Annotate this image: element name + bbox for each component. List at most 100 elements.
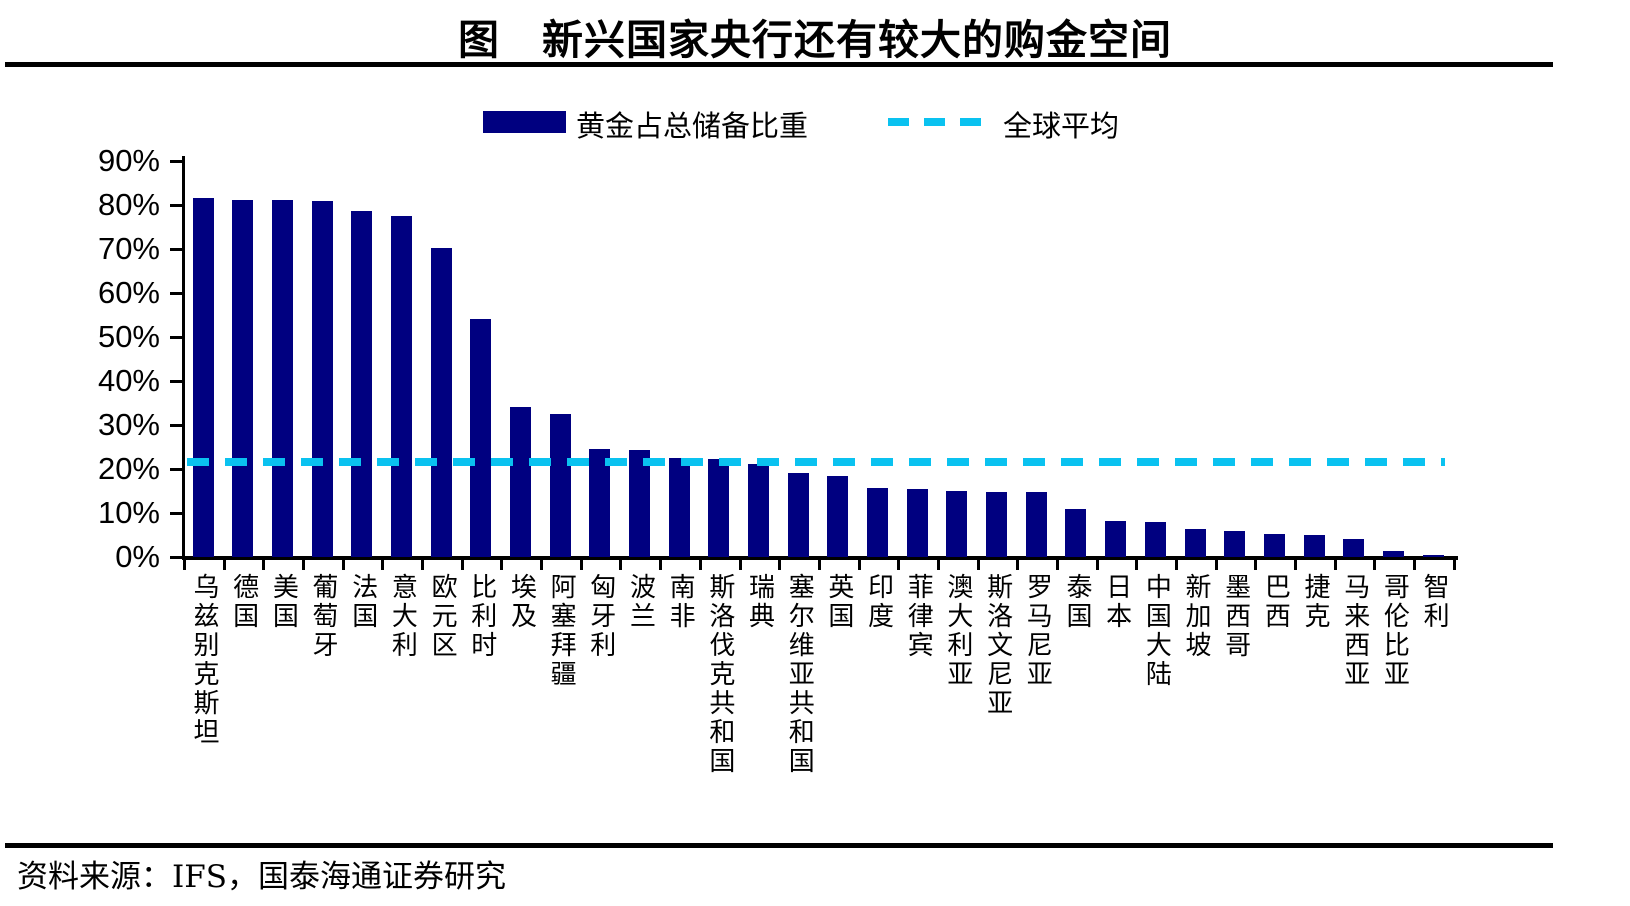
bar-欧元区 — [430, 248, 452, 557]
x-axis-label-斯洛文尼亚: 斯洛文尼亚 — [982, 573, 1013, 718]
x-tick-mark — [421, 559, 425, 570]
x-tick-mark — [302, 559, 306, 570]
bar-罗马尼亚 — [1025, 492, 1047, 557]
bar-意大利 — [390, 215, 412, 557]
bar-阿塞拜疆 — [549, 413, 571, 557]
bar-捷克 — [1303, 534, 1325, 557]
x-tick-mark — [1135, 559, 1139, 570]
y-tick-mark — [170, 556, 184, 559]
x-axis-label-中国大陆: 中国大陆 — [1141, 573, 1172, 689]
x-axis-label-塞尔维亚共和国: 塞尔维亚共和国 — [784, 573, 815, 776]
bar-波兰 — [628, 449, 650, 557]
x-axis-label-匈牙利: 匈牙利 — [585, 573, 616, 660]
x-axis-label-南非: 南非 — [665, 573, 696, 631]
y-tick-label: 30% — [97, 407, 160, 442]
bar-菲律宾 — [906, 489, 928, 557]
bar-英国 — [827, 475, 849, 557]
x-tick-mark — [500, 559, 504, 570]
y-tick-label: 60% — [97, 275, 160, 310]
x-tick-mark — [1214, 559, 1218, 570]
x-tick-mark — [1016, 559, 1020, 570]
x-tick-mark — [1333, 559, 1337, 570]
legend-bar-swatch — [483, 111, 566, 133]
y-tick-label: 70% — [97, 231, 160, 266]
y-tick-mark — [170, 204, 184, 207]
x-axis-label-墨西哥: 墨西哥 — [1220, 573, 1251, 660]
x-tick-mark — [1413, 559, 1417, 570]
bar-塞尔维亚共和国 — [787, 472, 809, 557]
x-axis-label-欧元区: 欧元区 — [427, 573, 458, 660]
x-axis-label-波兰: 波兰 — [625, 573, 656, 631]
x-axis-label-马来西亚: 马来西亚 — [1339, 573, 1370, 689]
bar-乌兹别克斯坦 — [192, 198, 214, 557]
y-tick-label: 10% — [97, 495, 160, 530]
x-tick-mark — [1175, 559, 1178, 570]
x-axis-label-智利: 智利 — [1419, 573, 1450, 631]
y-tick-mark — [170, 424, 184, 427]
y-tick-label: 0% — [115, 539, 160, 574]
x-tick-mark — [540, 559, 544, 570]
bar-匈牙利 — [589, 449, 611, 557]
bar-澳大利亚 — [946, 491, 968, 557]
x-axis-label-澳大利亚: 澳大利亚 — [942, 573, 973, 689]
x-tick-mark — [1452, 559, 1456, 570]
y-tick-mark — [170, 512, 184, 515]
x-tick-mark — [817, 559, 821, 570]
x-axis-label-德国: 德国 — [228, 573, 259, 631]
title-divider — [5, 62, 1553, 67]
bar-南非 — [668, 458, 690, 557]
bar-法国 — [351, 211, 373, 557]
x-axis-label-埃及: 埃及 — [506, 573, 537, 631]
legend-line-label: 全球平均 — [1003, 109, 1120, 143]
y-tick-label: 50% — [97, 319, 160, 354]
source-note: 资料来源：IFS，国泰海通证券研究 — [17, 859, 506, 895]
bar-埃及 — [509, 407, 531, 557]
bar-马来西亚 — [1343, 538, 1365, 557]
x-axis-label-罗马尼亚: 罗马尼亚 — [1022, 573, 1053, 689]
bar-巴西 — [1263, 533, 1285, 557]
x-tick-mark — [262, 559, 266, 570]
x-axis-label-瑞典: 瑞典 — [744, 573, 775, 631]
legend-dashed-line-swatch — [888, 118, 982, 126]
chart-title: 图 新兴国家央行还有较大的购金空间 — [458, 16, 1172, 64]
x-axis-label-葡萄牙: 葡萄牙 — [308, 573, 339, 660]
x-axis-label-日本: 日本 — [1101, 573, 1132, 631]
y-tick-label: 80% — [97, 187, 160, 222]
y-tick-mark — [170, 292, 184, 295]
y-tick-mark — [170, 380, 184, 383]
bar-泰国 — [1065, 509, 1087, 557]
bar-美国 — [271, 200, 293, 557]
y-tick-mark — [170, 248, 184, 251]
x-tick-mark — [698, 559, 702, 570]
x-axis-label-比利时: 比利时 — [466, 573, 497, 660]
x-axis-label-印度: 印度 — [863, 573, 894, 631]
y-tick-label: 40% — [97, 363, 160, 398]
y-axis — [182, 156, 185, 560]
x-axis-label-捷克: 捷克 — [1300, 573, 1331, 631]
legend-bar-label: 黄金占总储备比重 — [576, 109, 809, 143]
x-tick-mark — [857, 559, 861, 570]
x-tick-mark — [381, 559, 385, 570]
x-axis-label-法国: 法国 — [347, 573, 378, 631]
x-tick-mark — [222, 559, 226, 570]
x-axis-label-意大利: 意大利 — [387, 573, 418, 660]
bar-哥伦比亚 — [1382, 551, 1404, 557]
bar-智利 — [1422, 554, 1444, 557]
x-axis — [182, 556, 1458, 560]
x-axis-label-新加坡: 新加坡 — [1181, 573, 1211, 660]
bar-瑞典 — [748, 463, 770, 557]
bar-中国大陆 — [1144, 521, 1166, 557]
x-tick-mark — [1373, 559, 1377, 570]
x-tick-mark — [341, 559, 345, 570]
x-axis-label-泰国: 泰国 — [1061, 573, 1092, 631]
x-tick-mark — [976, 559, 980, 570]
x-tick-mark — [1254, 559, 1258, 570]
x-axis-label-斯洛伐克共和国: 斯洛伐克共和国 — [704, 573, 735, 776]
x-axis-label-菲律宾: 菲律宾 — [903, 573, 934, 660]
x-axis-label-巴西: 巴西 — [1260, 573, 1291, 631]
x-tick-mark — [897, 559, 901, 570]
y-tick-mark — [170, 336, 184, 339]
bar-斯洛文尼亚 — [986, 491, 1008, 557]
x-tick-mark — [738, 559, 742, 570]
